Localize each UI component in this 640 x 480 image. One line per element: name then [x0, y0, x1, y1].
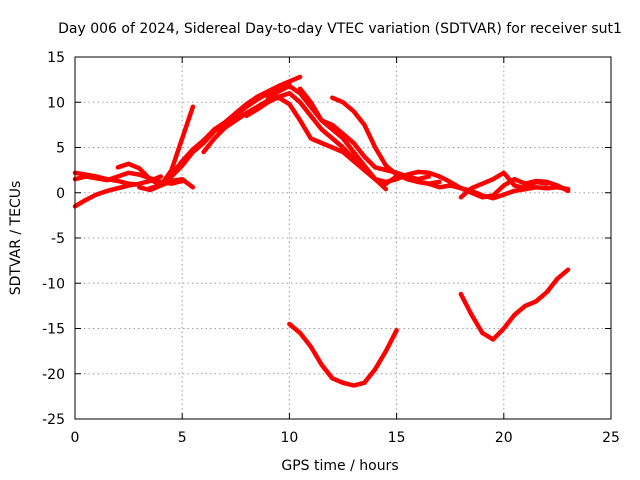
x-tick-label: 5 — [178, 430, 187, 446]
x-axis-ticks: 0 5 10 15 20 25 — [71, 57, 620, 446]
y-tick-label: 0 — [56, 186, 65, 202]
y-tick-label: -25 — [42, 412, 65, 428]
chart-grid — [75, 57, 611, 419]
x-tick-label: 20 — [495, 430, 513, 446]
x-tick-label: 10 — [280, 430, 298, 446]
y-tick-label: -10 — [42, 276, 65, 292]
chart-title: Day 006 of 2024, Sidereal Day-to-day VTE… — [58, 21, 622, 37]
y-tick-label: 5 — [56, 141, 65, 157]
series-line-arc-3 — [72, 170, 142, 187]
y-tick-label: -15 — [42, 322, 65, 338]
y-tick-label: 10 — [47, 95, 65, 111]
y-axis-ticks: -25 -20 -15 -10 -5 0 5 10 15 — [42, 50, 611, 428]
x-tick-label: 25 — [602, 430, 620, 446]
data-series — [72, 74, 571, 388]
y-axis-label: SDTVAR / TECUs — [8, 181, 24, 296]
x-tick-label: 0 — [71, 430, 80, 446]
x-axis-label: GPS time / hours — [281, 458, 398, 474]
series-line-arc-16 — [287, 321, 399, 388]
series-line-arc-13 — [415, 179, 571, 201]
y-tick-label: 15 — [47, 50, 65, 66]
series-line-arc-17 — [458, 267, 571, 342]
y-tick-label: -5 — [51, 231, 65, 247]
y-tick-label: -20 — [42, 367, 65, 383]
series-line-arc-4 — [115, 161, 196, 190]
series-line-arc-1 — [72, 174, 164, 209]
series-line-arc-15 — [458, 170, 549, 200]
series-line-arc-11 — [297, 86, 432, 182]
x-tick-label: 15 — [388, 430, 406, 446]
series-line-arc-7 — [158, 74, 303, 186]
